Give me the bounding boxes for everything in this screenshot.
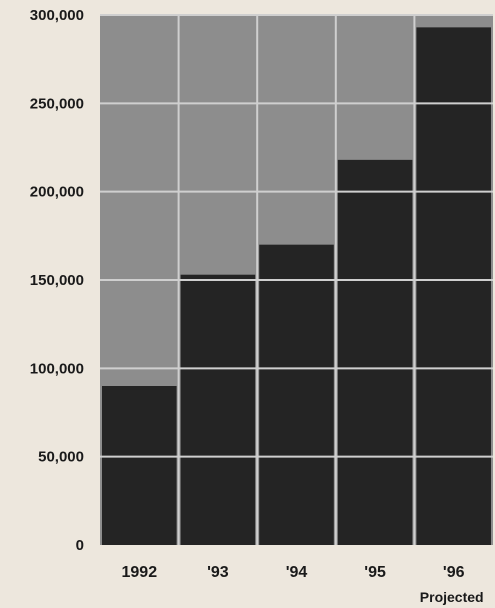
bar-3 [337,159,413,545]
x-axis-category-labels: 1992 '93 '94 '95 '96 Projected [122,564,484,605]
y-tick-label-2: 100,000 [30,360,84,377]
bars-group [102,27,491,546]
bar-4 [416,27,491,546]
x-category-label-4: '96 [443,564,465,581]
y-tick-label-1: 50,000 [38,449,84,466]
y-tick-label-0: 0 [76,537,84,554]
y-tick-label-4: 200,000 [30,184,84,201]
x-category-label-0: 1992 [122,564,158,581]
x-category-sublabel-4: Projected [420,589,484,605]
x-category-label-3: '95 [364,564,386,581]
bar-0 [102,386,177,545]
x-category-label-2: '94 [286,564,308,581]
y-tick-label-6: 300,000 [30,7,84,24]
y-axis-tick-labels: 0 50,000 100,000 150,000 200,000 250,000 300,0… [30,7,84,554]
bar-2 [259,244,334,545]
y-tick-label-5: 250,000 [30,95,84,112]
bar-1 [180,274,256,545]
grid-lines [100,14,493,545]
y-tick-label-3: 150,000 [30,272,84,289]
x-category-label-1: '93 [207,564,229,581]
